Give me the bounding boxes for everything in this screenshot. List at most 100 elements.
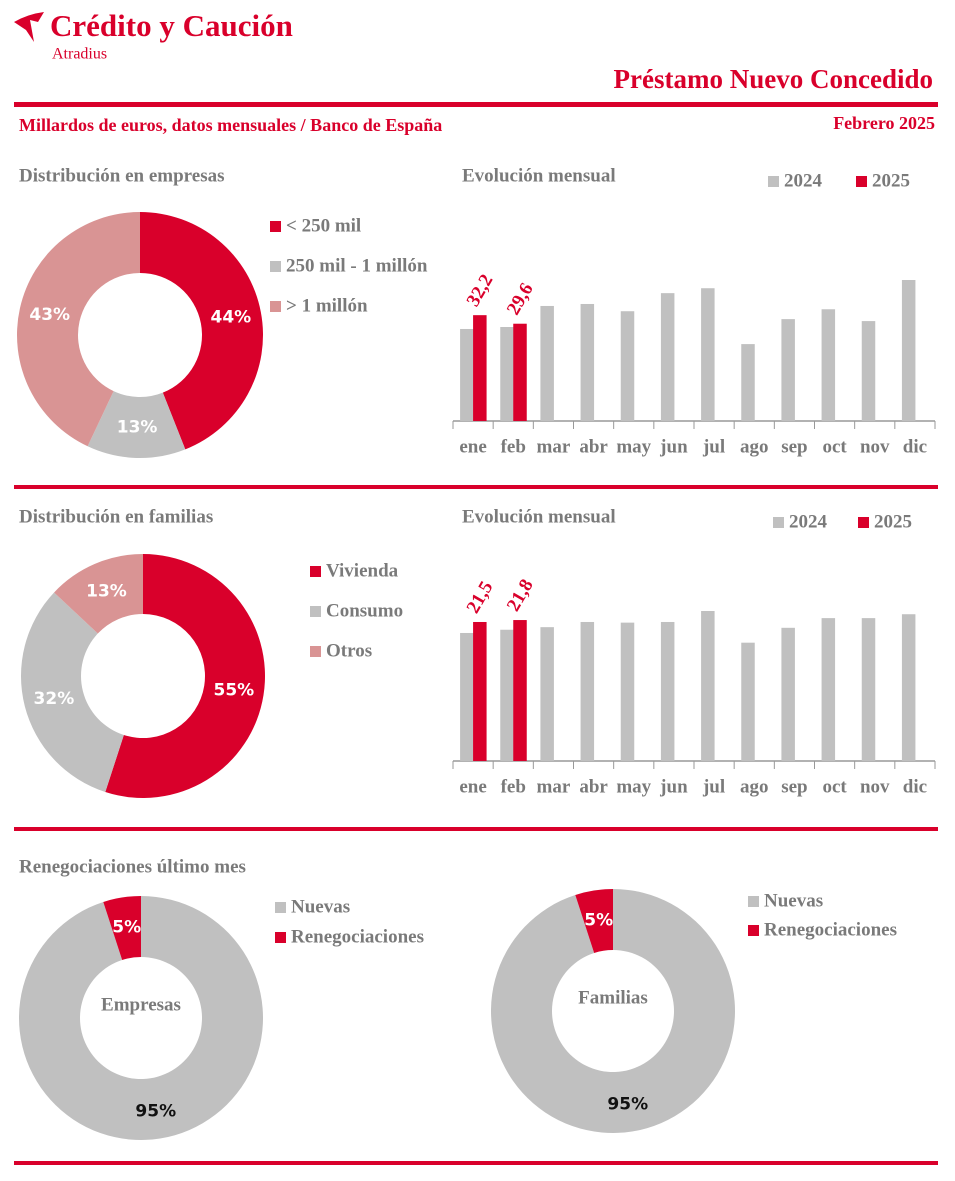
donut-slice xyxy=(575,889,613,953)
donut-slice xyxy=(20,592,124,793)
donut-slice xyxy=(54,554,143,634)
legend-label: 2024 xyxy=(784,170,823,191)
subtitle: Millardos de euros, datos mensuales / Ba… xyxy=(19,115,442,135)
legend-swatch xyxy=(748,925,759,936)
x-tick-label: may xyxy=(616,776,651,797)
donut-slice xyxy=(140,212,264,450)
slice-label: 55% xyxy=(214,680,255,700)
bar xyxy=(500,327,514,421)
bar-value-label: 21,8 xyxy=(503,576,538,615)
bar xyxy=(500,629,514,761)
bar xyxy=(540,627,554,761)
x-tick-label: oct xyxy=(822,436,847,457)
legend-swatch xyxy=(270,221,281,232)
bar-value-label: 29,6 xyxy=(503,279,538,318)
bar xyxy=(861,618,876,761)
bar xyxy=(460,328,474,421)
x-tick-label: jun xyxy=(659,776,688,797)
page-title: Préstamo Nuevo Concedido xyxy=(614,64,933,94)
x-tick-label: nov xyxy=(860,776,890,797)
chart-title: Evolución mensual xyxy=(462,506,616,527)
x-tick-label: jun xyxy=(659,436,688,457)
bar xyxy=(473,315,487,421)
x-tick-label: sep xyxy=(781,436,807,457)
legend-swatch xyxy=(773,517,784,528)
legend-label: 2025 xyxy=(874,511,912,532)
slice-label: 13% xyxy=(86,582,127,602)
legend-label: Vivienda xyxy=(326,560,399,581)
x-tick-label: nov xyxy=(860,436,890,457)
section-title: Renegociaciones último mes xyxy=(19,856,246,877)
bar xyxy=(540,305,554,421)
bar xyxy=(701,611,715,761)
bar xyxy=(513,323,527,421)
donut-slice xyxy=(87,391,186,458)
x-tick-label: mar xyxy=(537,776,571,797)
bar-value-label: 32,2 xyxy=(463,271,498,310)
date: Febrero 2025 xyxy=(833,113,935,133)
x-tick-label: ago xyxy=(740,776,769,797)
legend-label: 2024 xyxy=(789,511,828,532)
x-tick-label: oct xyxy=(822,776,847,797)
x-tick-label: jul xyxy=(702,436,725,457)
legend-swatch xyxy=(270,301,281,312)
x-tick-label: abr xyxy=(579,436,608,457)
legend-swatch xyxy=(310,606,321,617)
bar xyxy=(861,321,876,421)
legend-label: Otros xyxy=(326,640,372,661)
slice-label: 95% xyxy=(135,1101,176,1121)
legend-label: Nuevas xyxy=(291,896,350,917)
legend-swatch xyxy=(768,176,779,187)
legend-label: > 1 millón xyxy=(286,295,368,316)
bar xyxy=(781,319,795,421)
x-tick-label: jul xyxy=(702,776,725,797)
slice-label: 5% xyxy=(584,911,613,931)
bar xyxy=(473,621,487,761)
slice-label: 32% xyxy=(34,689,75,709)
x-tick-label: feb xyxy=(501,776,526,797)
divider xyxy=(14,827,938,831)
bar xyxy=(821,618,836,761)
center-label: Familias xyxy=(578,987,648,1008)
bar xyxy=(620,311,635,421)
slice-label: 5% xyxy=(112,918,141,938)
center-label: Empresas xyxy=(101,994,181,1015)
legend-label: 2025 xyxy=(872,170,910,191)
divider xyxy=(14,1161,938,1165)
bar xyxy=(460,632,474,761)
x-tick-label: mar xyxy=(537,436,571,457)
bar xyxy=(513,620,527,761)
x-tick-label: sep xyxy=(781,776,807,797)
divider xyxy=(14,485,938,489)
bar xyxy=(580,303,595,421)
donut-slice xyxy=(19,896,264,1140)
legend-swatch xyxy=(270,261,281,272)
legend-swatch xyxy=(310,566,321,577)
legend-swatch xyxy=(310,646,321,657)
x-tick-label: dic xyxy=(903,776,927,797)
x-tick-label: ene xyxy=(459,776,486,797)
bar xyxy=(781,627,795,761)
x-tick-label: abr xyxy=(579,776,608,797)
slice-label: 13% xyxy=(117,417,158,437)
x-tick-label: ago xyxy=(740,436,769,457)
slice-label: 95% xyxy=(607,1094,648,1114)
legend-label: Renegociaciones xyxy=(764,919,897,940)
bar xyxy=(901,614,916,761)
x-tick-label: dic xyxy=(903,436,927,457)
x-tick-label: feb xyxy=(501,436,526,457)
bar xyxy=(821,309,836,421)
bar xyxy=(620,622,635,761)
logo-icon xyxy=(14,12,44,42)
donut-slice xyxy=(491,889,735,1133)
legend-swatch xyxy=(748,896,759,907)
bar xyxy=(901,280,916,421)
bar xyxy=(741,642,755,761)
legend-label: Nuevas xyxy=(764,890,823,911)
slice-label: 44% xyxy=(211,308,252,328)
chart-title: Distribución en familias xyxy=(19,506,213,527)
legend-label: 250 mil - 1 millón xyxy=(286,255,428,276)
chart-title: Distribución en empresas xyxy=(19,165,224,186)
donut-slice xyxy=(103,896,141,960)
